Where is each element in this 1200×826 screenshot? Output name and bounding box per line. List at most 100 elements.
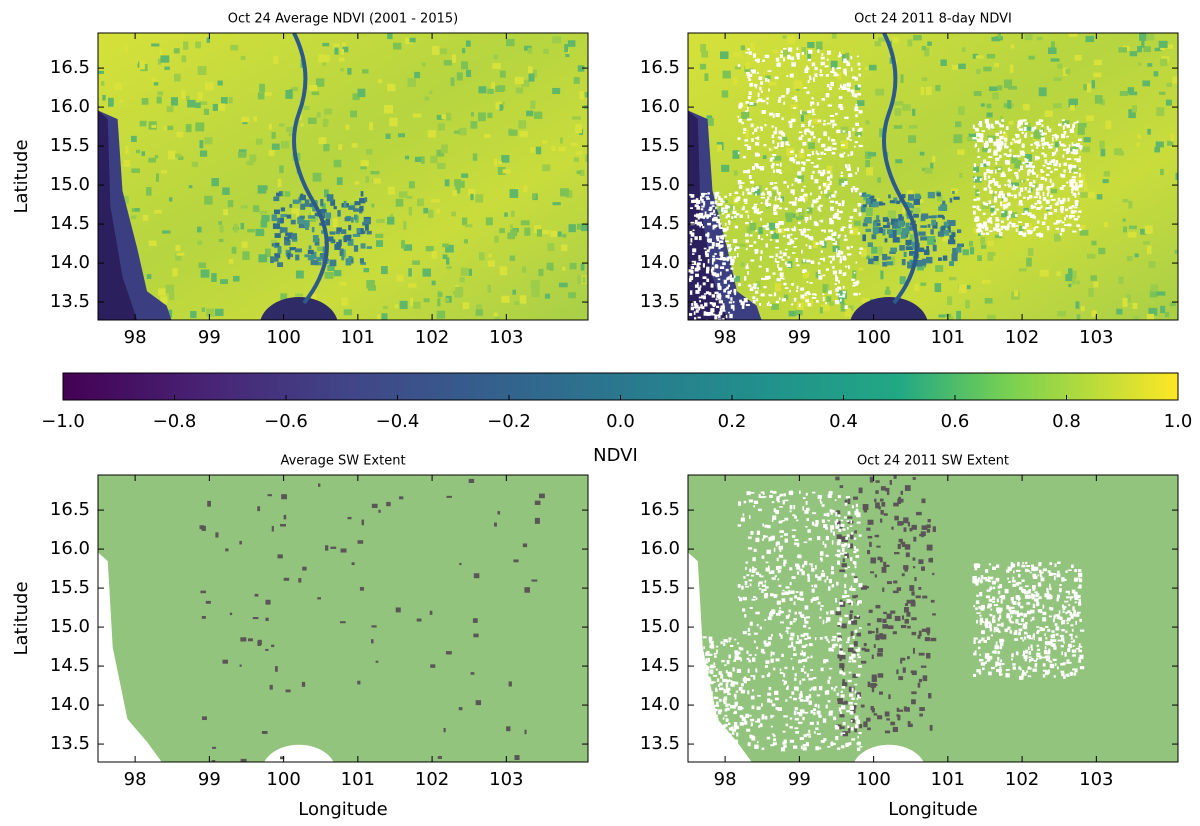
pixel	[882, 254, 887, 260]
pixel	[752, 207, 756, 209]
pixel	[976, 612, 980, 614]
pixel	[801, 115, 804, 121]
pixel	[823, 718, 826, 722]
pixel	[821, 191, 823, 194]
pixel	[837, 561, 840, 565]
pixel	[999, 142, 1003, 146]
pixel	[751, 722, 753, 726]
pixel	[813, 77, 815, 81]
pixel	[366, 149, 373, 154]
pixel	[782, 680, 784, 682]
pixel	[983, 640, 986, 643]
pixel	[790, 582, 792, 585]
pixel	[771, 634, 773, 637]
pixel	[174, 74, 181, 82]
pixel	[444, 60, 452, 65]
pixel	[140, 121, 147, 127]
pixel	[718, 196, 720, 200]
pixel	[808, 303, 811, 306]
pixel	[719, 240, 723, 243]
pixel	[738, 152, 740, 154]
pixel	[820, 608, 822, 611]
pixel	[893, 591, 899, 594]
pixel	[531, 280, 540, 289]
pixel	[907, 626, 910, 629]
pixel	[384, 105, 393, 114]
pixel	[772, 140, 774, 143]
pixel	[826, 617, 830, 619]
pixel	[366, 280, 374, 289]
pixel	[1066, 674, 1069, 676]
pixel	[469, 269, 472, 276]
pixel	[1025, 569, 1029, 572]
pixel	[747, 107, 749, 111]
pixel	[844, 543, 847, 546]
pixel	[815, 727, 818, 729]
pixel	[199, 263, 207, 268]
pixel	[1001, 226, 1005, 228]
pixel	[206, 308, 214, 316]
pixel	[794, 226, 796, 229]
pixel	[847, 83, 851, 87]
pixel	[848, 511, 851, 514]
pixel	[1036, 146, 1038, 148]
pixel	[542, 140, 547, 143]
pixel	[423, 269, 431, 277]
pixel	[1036, 626, 1039, 628]
pixel	[1017, 602, 1020, 605]
pixel	[712, 228, 714, 230]
pixel	[726, 670, 728, 673]
pixel	[973, 674, 976, 677]
pixel	[822, 570, 824, 572]
pixel	[847, 246, 850, 249]
pixel	[726, 730, 728, 734]
pixel	[696, 712, 698, 714]
x-tick-label: −1.0	[41, 411, 85, 432]
pixel	[775, 247, 779, 249]
pixel	[1013, 571, 1015, 574]
pixel	[387, 34, 392, 40]
pixel	[479, 252, 485, 260]
pixel	[708, 259, 710, 263]
pixel	[978, 641, 981, 643]
pixel	[792, 535, 795, 538]
pixel	[849, 614, 852, 620]
pixel	[562, 234, 566, 238]
pixel	[826, 639, 828, 641]
pixel	[761, 250, 763, 253]
pixel	[278, 179, 282, 187]
pixel	[928, 192, 935, 198]
pixel	[1072, 278, 1076, 285]
pixel	[749, 245, 753, 247]
pixel	[987, 659, 990, 662]
pixel	[847, 527, 849, 530]
pixel	[1079, 579, 1082, 582]
pixel	[271, 240, 277, 243]
panel-title: Oct 24 2011 SW Extent	[857, 454, 1009, 469]
pixel	[692, 734, 694, 738]
pixel	[828, 137, 830, 141]
pixel	[152, 78, 156, 82]
pixel	[714, 292, 718, 294]
pixel	[269, 150, 275, 156]
pixel	[749, 500, 753, 503]
pixel	[220, 225, 224, 232]
pixel	[1022, 226, 1026, 229]
pixel	[804, 621, 808, 624]
pixel	[1039, 201, 1041, 204]
pixel	[747, 690, 749, 694]
pixel	[721, 209, 724, 212]
pixel	[812, 63, 815, 67]
pixel	[1076, 224, 1080, 226]
pixel	[522, 266, 526, 272]
pixel	[1069, 145, 1071, 148]
pixel	[346, 258, 352, 265]
y-tick-label: 16.0	[640, 538, 680, 559]
pixel	[438, 123, 445, 130]
pixel	[853, 551, 856, 553]
pixel	[1066, 215, 1068, 217]
pixel	[537, 229, 542, 236]
pixel	[354, 215, 357, 220]
pixel	[974, 637, 978, 639]
pixel	[373, 178, 381, 183]
